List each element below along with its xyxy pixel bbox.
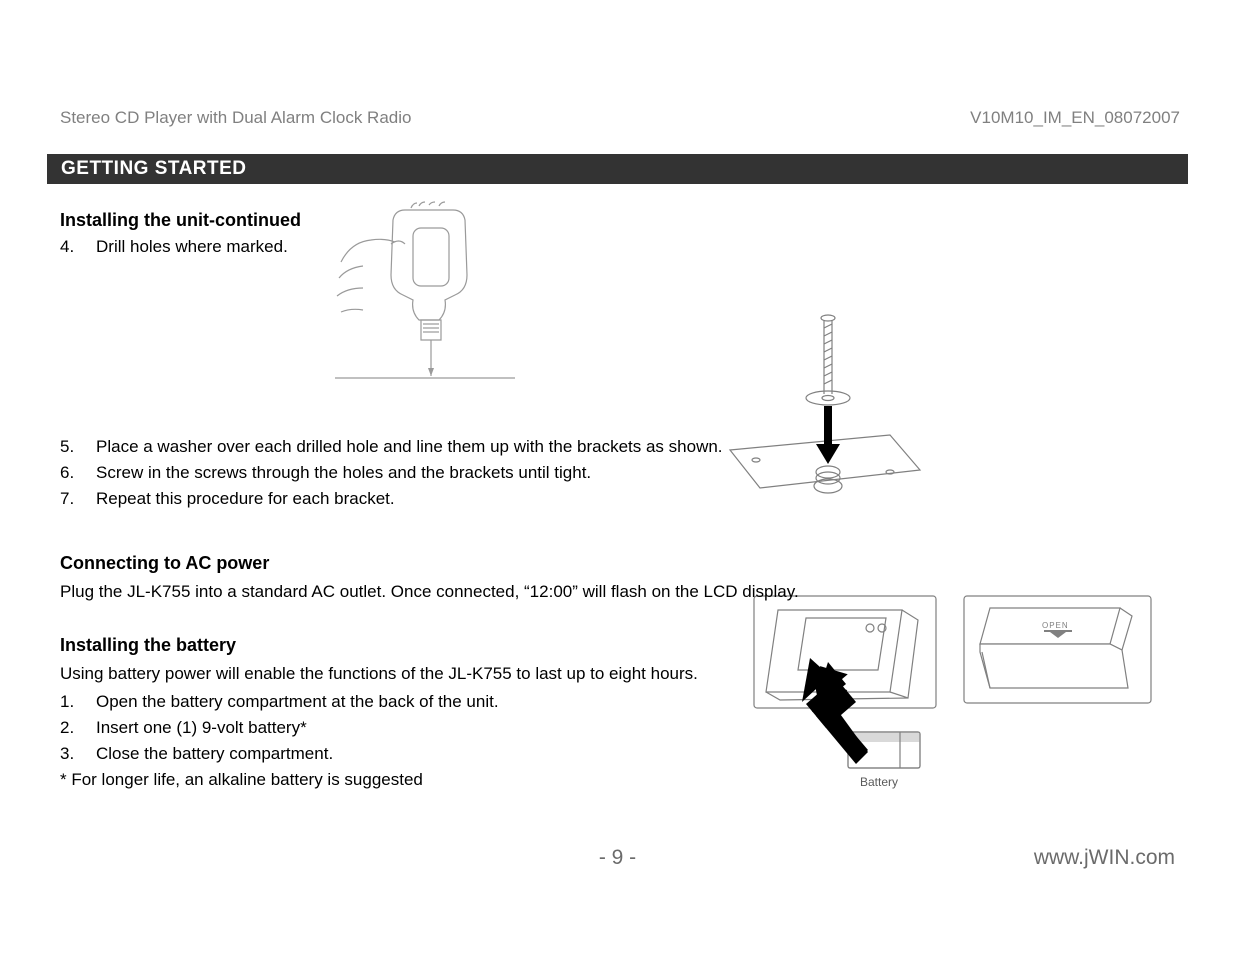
section-title-bar: GETTING STARTED	[47, 154, 1188, 184]
install-step-7: 7. Repeat this procedure for each bracke…	[60, 489, 1175, 509]
step-text: Repeat this procedure for each bracket.	[96, 489, 395, 509]
install-unit-heading: Installing the unit-continued	[60, 210, 1175, 231]
battery-step-2: 2. Insert one (1) 9-volt battery*	[60, 718, 1175, 738]
section-title: GETTING STARTED	[61, 158, 247, 179]
step-text: Open the battery compartment at the back…	[96, 692, 499, 712]
battery-heading: Installing the battery	[60, 635, 1175, 656]
battery-step-1: 1. Open the battery compartment at the b…	[60, 692, 1175, 712]
ac-power-heading: Connecting to AC power	[60, 553, 1175, 574]
product-name: Stereo CD Player with Dual Alarm Clock R…	[60, 108, 411, 128]
step-number: 7.	[60, 489, 96, 509]
battery-footnote: * For longer life, an alkaline battery i…	[60, 770, 1175, 790]
step-number: 5.	[60, 437, 96, 457]
step-number: 6.	[60, 463, 96, 483]
doc-id: V10M10_IM_EN_08072007	[970, 108, 1180, 128]
step-text: Place a washer over each drilled hole an…	[96, 437, 723, 457]
page-header: Stereo CD Player with Dual Alarm Clock R…	[60, 108, 1180, 128]
page-number: - 9 -	[599, 846, 636, 870]
step-number: 3.	[60, 744, 96, 764]
battery-intro: Using battery power will enable the func…	[60, 662, 1175, 687]
step-number: 4.	[60, 237, 96, 257]
install-step-6: 6. Screw in the screws through the holes…	[60, 463, 1175, 483]
step-text: Close the battery compartment.	[96, 744, 333, 764]
step-text: Drill holes where marked.	[96, 237, 288, 257]
ac-power-text: Plug the JL-K755 into a standard AC outl…	[60, 580, 1175, 605]
battery-step-3: 3. Close the battery compartment.	[60, 744, 1175, 764]
install-step-4: 4. Drill holes where marked.	[60, 237, 1175, 257]
step-number: 1.	[60, 692, 96, 712]
manual-page: Stereo CD Player with Dual Alarm Clock R…	[0, 0, 1235, 954]
step-text: Insert one (1) 9-volt battery*	[96, 718, 307, 738]
step-number: 2.	[60, 718, 96, 738]
install-step-5: 5. Place a washer over each drilled hole…	[60, 437, 1175, 457]
website-url: www.jWIN.com	[1034, 846, 1175, 870]
content-area: Installing the unit-continued 4. Drill h…	[60, 210, 1175, 790]
step-text: Screw in the screws through the holes an…	[96, 463, 591, 483]
